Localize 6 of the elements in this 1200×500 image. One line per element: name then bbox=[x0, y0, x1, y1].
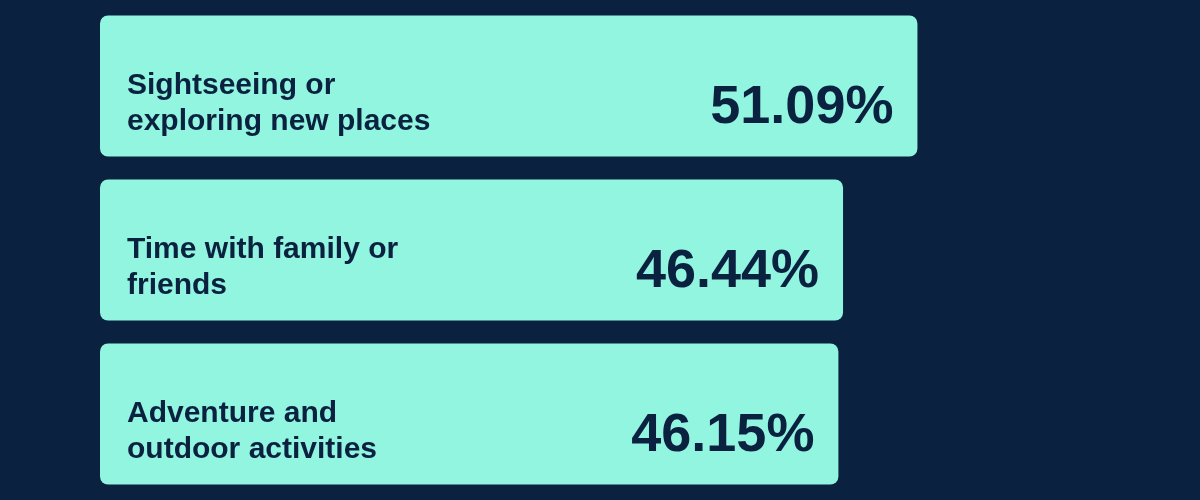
y-tick-label: Time with family or friends bbox=[127, 231, 399, 301]
data-label: 46.15% bbox=[631, 401, 815, 462]
y-tick-label: Sightseeing or exploring new places bbox=[127, 67, 431, 137]
y-tick-label: Adventure and outdoor activities bbox=[127, 395, 378, 465]
data-label: 46.44% bbox=[635, 237, 820, 298]
data-label: 51.09% bbox=[710, 73, 894, 134]
